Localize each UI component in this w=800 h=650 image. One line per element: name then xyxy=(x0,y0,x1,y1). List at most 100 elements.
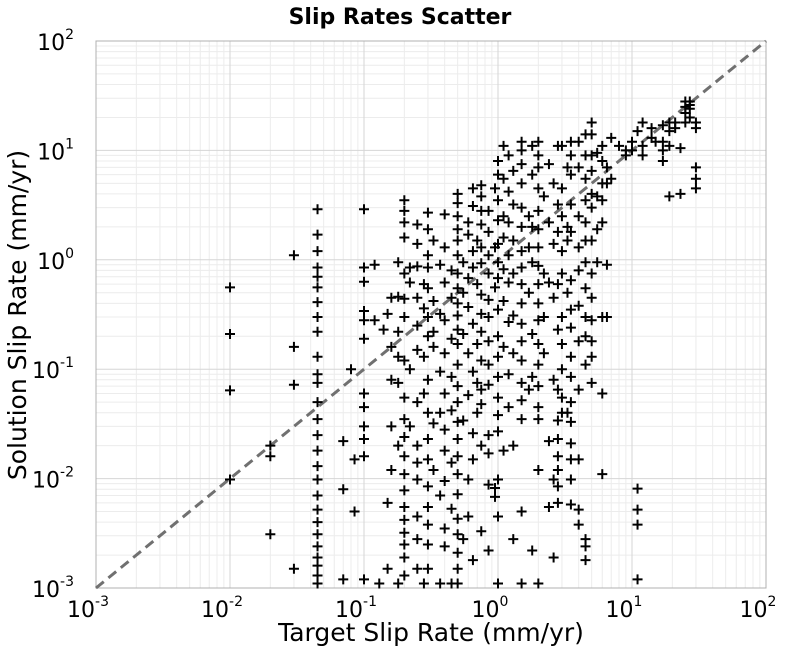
data-point xyxy=(393,257,404,268)
data-point xyxy=(483,336,494,347)
data-point xyxy=(538,312,549,323)
data-point xyxy=(664,126,675,137)
data-point xyxy=(552,434,563,445)
data-point xyxy=(556,211,567,222)
data-point xyxy=(516,202,527,213)
data-point xyxy=(312,326,323,337)
data-point xyxy=(412,563,423,574)
data-point xyxy=(399,539,410,550)
data-point xyxy=(412,344,423,355)
data-point xyxy=(369,259,380,270)
data-point xyxy=(412,238,423,249)
data-point xyxy=(632,519,643,530)
data-point xyxy=(467,318,478,329)
data-point xyxy=(527,545,538,556)
data-point xyxy=(312,351,323,362)
data-point xyxy=(435,490,446,501)
data-point xyxy=(439,476,450,487)
data-point xyxy=(548,552,559,563)
data-point xyxy=(312,529,323,540)
data-point xyxy=(586,188,597,199)
data-point xyxy=(422,519,433,530)
data-point xyxy=(620,150,631,161)
data-point xyxy=(422,563,433,574)
data-point xyxy=(399,293,410,304)
data-point xyxy=(467,428,478,439)
data-point xyxy=(393,326,404,337)
data-point xyxy=(538,191,549,202)
data-point xyxy=(422,374,433,385)
data-point xyxy=(516,136,527,147)
data-point xyxy=(422,331,433,342)
data-point xyxy=(580,173,591,184)
data-point xyxy=(637,117,648,128)
data-point xyxy=(533,162,544,173)
data-point xyxy=(614,140,625,151)
data-point xyxy=(483,250,494,261)
data-point xyxy=(493,156,503,167)
data-point xyxy=(490,282,501,293)
data-point xyxy=(543,277,554,288)
data-point xyxy=(493,238,503,249)
data-point xyxy=(533,224,544,235)
data-point xyxy=(428,464,439,475)
data-point xyxy=(573,519,584,530)
data-point xyxy=(428,296,439,307)
data-point xyxy=(452,547,463,558)
data-point xyxy=(382,308,393,319)
data-point xyxy=(446,405,457,416)
data-point xyxy=(452,338,463,349)
data-point xyxy=(412,292,423,303)
data-point xyxy=(418,351,429,362)
data-point xyxy=(657,136,668,147)
data-point xyxy=(472,279,483,290)
data-point xyxy=(493,410,503,421)
data-point xyxy=(552,226,563,237)
data-point xyxy=(359,574,369,585)
data-point xyxy=(446,265,457,276)
data-point xyxy=(498,140,509,151)
data-point xyxy=(556,268,567,279)
data-point xyxy=(533,578,544,589)
data-point xyxy=(562,287,573,298)
data-point xyxy=(359,204,369,215)
data-point xyxy=(452,198,463,209)
data-point xyxy=(516,506,527,517)
data-point xyxy=(556,364,567,375)
data-point xyxy=(533,359,544,370)
data-point xyxy=(527,221,538,232)
data-point xyxy=(533,242,544,253)
data-point xyxy=(664,191,675,202)
data-point xyxy=(516,145,527,156)
data-point xyxy=(399,552,410,563)
data-point xyxy=(498,341,509,352)
data-point xyxy=(533,183,544,194)
data-point xyxy=(503,402,514,413)
data-point xyxy=(493,371,503,382)
data-point xyxy=(386,421,397,432)
data-point xyxy=(439,388,450,399)
data-point xyxy=(516,414,527,425)
data-point xyxy=(580,359,591,370)
data-point xyxy=(439,315,450,326)
data-point xyxy=(428,418,439,429)
data-point xyxy=(312,204,323,215)
data-point xyxy=(632,504,643,515)
data-point xyxy=(439,541,450,552)
data-point xyxy=(523,242,534,253)
data-point xyxy=(435,259,446,270)
data-point xyxy=(556,338,567,349)
data-point xyxy=(565,474,576,485)
data-point xyxy=(498,264,509,275)
data-point xyxy=(452,578,463,589)
data-point xyxy=(288,341,299,352)
data-point xyxy=(422,250,433,261)
data-point xyxy=(393,377,404,388)
data-point xyxy=(508,268,519,279)
data-point xyxy=(359,434,369,445)
data-point xyxy=(493,511,503,522)
data-point xyxy=(580,312,591,323)
data-point xyxy=(498,173,509,184)
data-point xyxy=(338,436,349,447)
